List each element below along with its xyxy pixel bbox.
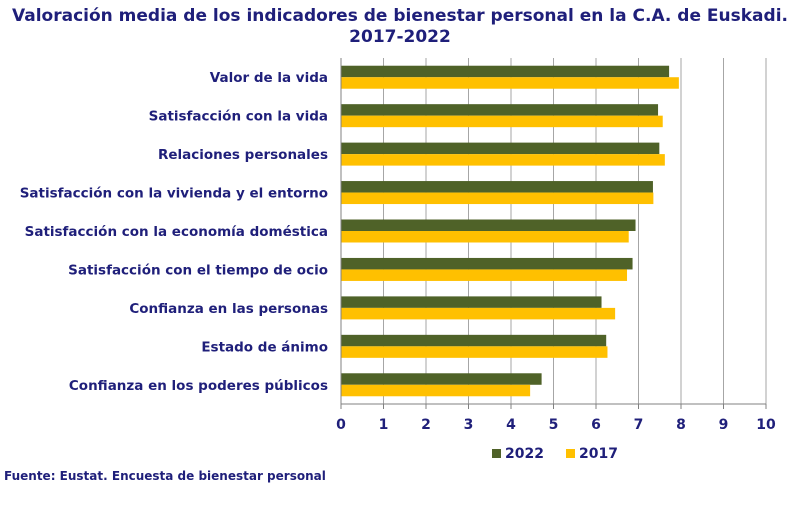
x-tick-label-6: 6 bbox=[591, 417, 601, 433]
category-label-8: Confianza en los poderes públicos bbox=[69, 378, 328, 394]
x-tick-label-0: 0 bbox=[336, 417, 346, 433]
chart-title-line-1: Valoración media de los indicadores de b… bbox=[12, 6, 788, 26]
bar-2022-0 bbox=[341, 65, 670, 78]
bar-2017-8 bbox=[341, 384, 531, 397]
bar-2022-8 bbox=[341, 373, 542, 385]
category-label-0: Valor de la vida bbox=[210, 70, 328, 86]
x-tick-label-1: 1 bbox=[379, 417, 389, 433]
chart-title-line-2: 2017-2022 bbox=[349, 27, 451, 47]
axes bbox=[340, 58, 767, 409]
x-tick-labels: 0 1 2 3 4 5 6 7 8 9 10 bbox=[336, 417, 776, 433]
bar-2017-3 bbox=[341, 192, 654, 205]
x-tick-label-4: 4 bbox=[506, 417, 516, 433]
source-note: Fuente: Eustat. Encuesta de bienestar pe… bbox=[4, 469, 326, 483]
bar-2022-4 bbox=[341, 219, 636, 231]
category-label-2: Relaciones personales bbox=[158, 147, 328, 163]
x-tick-label-2: 2 bbox=[421, 417, 431, 433]
bar-2022-3 bbox=[341, 181, 653, 193]
category-label-4: Satisfacción con la economía doméstica bbox=[25, 224, 328, 240]
x-tick-label-3: 3 bbox=[464, 417, 474, 433]
bar-2017-6 bbox=[341, 307, 616, 320]
category-label-6: Confianza en las personas bbox=[129, 301, 328, 317]
x-tick-label-8: 8 bbox=[676, 417, 686, 433]
bar-2022-2 bbox=[341, 142, 660, 155]
x-tick-label-9: 9 bbox=[719, 417, 729, 433]
bar-2017-4 bbox=[341, 231, 629, 243]
category-labels: Valor de la vida Satisfacción con la vida… bbox=[20, 70, 328, 394]
chart-title: Valoración media de los indicadores de b… bbox=[0, 6, 800, 48]
legend: 2022 2017 bbox=[492, 446, 618, 462]
bar-2022-5 bbox=[341, 257, 633, 270]
bar-2022-6 bbox=[341, 296, 602, 308]
category-label-5: Satisfacción con el tiempo de ocio bbox=[68, 262, 328, 278]
x-tick-label-10: 10 bbox=[756, 417, 776, 433]
category-label-1: Satisfacción con la vida bbox=[149, 109, 328, 125]
bar-2017-5 bbox=[341, 269, 628, 281]
bar-2022-7 bbox=[341, 334, 607, 347]
bar-2022-1 bbox=[341, 104, 659, 116]
bar-2017-2 bbox=[341, 154, 665, 166]
category-label-3: Satisfacción con la vivienda y el entorn… bbox=[20, 186, 328, 202]
bar-2017-1 bbox=[341, 115, 663, 128]
bars bbox=[341, 65, 679, 397]
x-tick-label-5: 5 bbox=[549, 417, 559, 433]
bar-2017-7 bbox=[341, 346, 608, 358]
category-label-7: Estado de ánimo bbox=[201, 339, 328, 355]
legend-swatch-2022 bbox=[492, 449, 501, 458]
bar-2017-0 bbox=[341, 77, 679, 89]
legend-label-2022: 2022 bbox=[505, 446, 544, 462]
x-tick-label-7: 7 bbox=[634, 417, 644, 433]
legend-label-2017: 2017 bbox=[579, 446, 618, 462]
legend-swatch-2017 bbox=[566, 449, 575, 458]
